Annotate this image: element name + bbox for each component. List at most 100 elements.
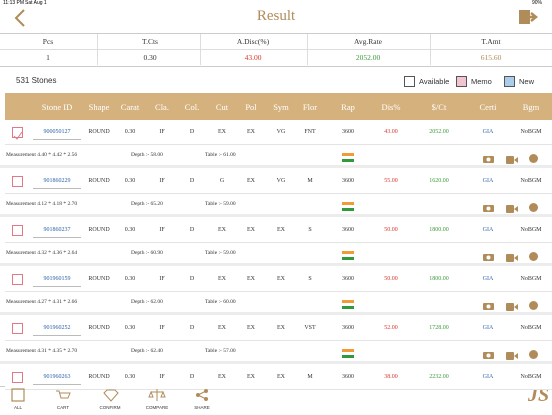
cell: FNT [304, 129, 316, 135]
tab-label[interactable]: COMPARE [145, 405, 169, 410]
row-checkbox[interactable] [12, 323, 23, 334]
cell: NoBGM [520, 129, 542, 135]
cell: D [189, 227, 195, 233]
camera-icon[interactable] [483, 150, 494, 168]
summary-table [0, 33, 552, 67]
bgm-dot[interactable] [529, 297, 538, 315]
row-checkbox[interactable] [12, 225, 23, 236]
cell: 0.30 [124, 227, 136, 233]
camera-icon[interactable] [483, 297, 494, 315]
cell: D [189, 325, 195, 331]
cell: NoBGM [520, 227, 542, 233]
cell[interactable]: GIA [482, 227, 494, 233]
summary-header: A.Disc(%) [236, 37, 270, 46]
measurement: Measurement 4.12 * 4.18 * 2.70 [6, 201, 78, 207]
video-icon[interactable] [506, 200, 518, 218]
summary-header: Pcs [42, 37, 54, 46]
cell: IF [159, 325, 165, 331]
row-checkbox[interactable] [12, 274, 23, 285]
cell: 2052.00 [429, 129, 449, 135]
back-button[interactable] [10, 8, 30, 28]
stone-id[interactable]: 901960252 [43, 325, 71, 331]
stone-id[interactable]: 901960159 [43, 276, 71, 282]
cell: EX [277, 325, 285, 331]
camera-icon[interactable] [483, 199, 494, 217]
summary-col-divider [307, 34, 308, 65]
measurement: Measurement 4.40 * 4.42 * 2.56 [6, 152, 78, 158]
stone-count: 531 Stones [16, 76, 57, 85]
cell: VST [304, 325, 316, 331]
tab-icon[interactable] [101, 388, 119, 407]
cell: EX [247, 325, 255, 331]
summary-value: 0.30 [143, 53, 157, 62]
cell: 3600 [342, 227, 354, 233]
cell: 55.00 [384, 178, 398, 184]
tab-icon[interactable] [193, 388, 211, 407]
row-main [5, 316, 552, 341]
status-date: Sat Aug 1 [25, 0, 47, 6]
cell[interactable]: GIA [482, 129, 494, 135]
tab-label[interactable]: CART [56, 405, 70, 410]
bgm-dot[interactable] [529, 150, 538, 168]
tab-icon[interactable] [148, 388, 166, 407]
cell[interactable]: GIA [482, 178, 494, 184]
cell: M [307, 178, 313, 184]
measurement: Measurement 4.31 * 4.35 * 2.70 [6, 348, 78, 354]
cell: EX [277, 276, 285, 282]
tab-label[interactable]: SHARE [194, 405, 210, 410]
stone-id[interactable]: 900050127 [43, 129, 71, 135]
cell: 3600 [342, 325, 354, 331]
table-pct: Table :- 59.00 [205, 201, 236, 207]
cell: 3600 [342, 178, 354, 184]
cell: IF [159, 227, 165, 233]
cell: D [189, 276, 195, 282]
summary-col-divider [200, 34, 201, 65]
stone-id-underline [33, 335, 81, 336]
row-checkbox[interactable] [12, 176, 23, 187]
camera-icon[interactable] [483, 346, 494, 364]
column-header: Sym [273, 102, 289, 112]
cell[interactable]: GIA [482, 374, 494, 380]
row-separator [0, 361, 552, 364]
measurement: Measurement 4.27 * 4.31 * 2.66 [6, 299, 78, 305]
bgm-dot[interactable] [529, 346, 538, 364]
legend-swatch [504, 76, 515, 87]
cell: 38.00 [384, 374, 398, 380]
cell: IF [159, 374, 165, 380]
cell: 0.30 [124, 129, 136, 135]
tab-icon[interactable] [9, 388, 27, 407]
video-icon[interactable] [506, 249, 518, 267]
legend-label: Memo [471, 77, 492, 86]
column-header: $/Ct [431, 102, 447, 112]
video-icon[interactable] [506, 298, 518, 316]
cell[interactable]: GIA [482, 276, 494, 282]
bgm-dot[interactable] [529, 199, 538, 217]
cell: VG [276, 178, 286, 184]
stone-id-underline [33, 384, 81, 385]
summary-value: 1 [46, 53, 50, 62]
cell: M [307, 374, 313, 380]
cell: 50.00 [384, 276, 398, 282]
video-icon[interactable] [506, 347, 518, 365]
cell: EX [247, 276, 255, 282]
tab-label[interactable]: CONFIRM [99, 405, 121, 410]
cell: ROUND [88, 325, 110, 331]
cell: G [219, 178, 225, 184]
stone-id-underline [33, 188, 81, 189]
logout-button[interactable] [518, 8, 540, 26]
cell[interactable]: GIA [482, 325, 494, 331]
row-checkbox[interactable] [12, 127, 23, 140]
stone-id[interactable]: 901860237 [43, 227, 71, 233]
video-icon[interactable] [506, 151, 518, 169]
stone-id[interactable]: 901960263 [43, 374, 71, 380]
footer-bar [0, 386, 552, 415]
camera-icon[interactable] [483, 248, 494, 266]
column-header: Certi [479, 102, 497, 112]
stone-id[interactable]: 901860229 [43, 178, 71, 184]
bgm-dot[interactable] [529, 248, 538, 266]
flag-icon [342, 149, 354, 167]
tab-label[interactable]: ALL [13, 405, 23, 410]
stone-id-underline [33, 139, 81, 140]
tab-icon[interactable] [54, 388, 72, 407]
row-checkbox[interactable] [12, 372, 23, 383]
